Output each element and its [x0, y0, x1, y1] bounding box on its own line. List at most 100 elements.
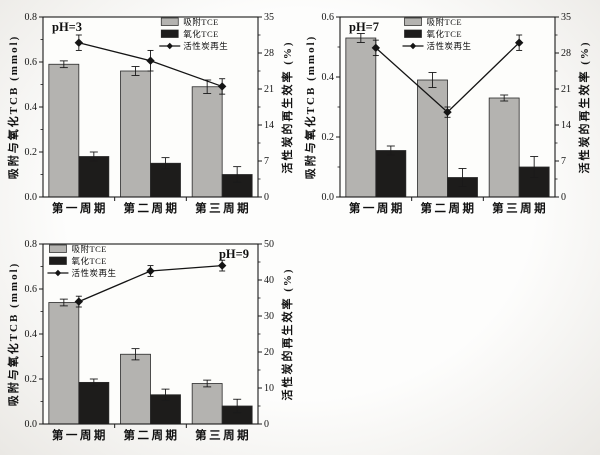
bar	[120, 70, 151, 198]
legend-item-label: 氧化TCE	[183, 29, 219, 39]
right-axis: 0 7 14 21 28 35 活性炭的再生效率 (%)	[555, 12, 591, 203]
legend-swatch	[49, 244, 67, 253]
legend-swatch	[404, 29, 422, 38]
left-tick-label: 0.4	[25, 102, 38, 113]
bar	[48, 302, 80, 425]
right-tick-label: 20	[264, 347, 274, 358]
bar	[78, 381, 110, 425]
x-category-label: 第二周期	[124, 201, 180, 215]
right-tick-label: 7	[264, 156, 269, 167]
right-tick-label: 0	[264, 192, 269, 203]
right-tick-label: 28	[264, 48, 274, 59]
legend-item-label: 吸附TCE	[427, 17, 463, 27]
legend-item-label: 活性炭再生	[427, 41, 472, 51]
right-tick-label: 50	[264, 239, 274, 250]
bar	[120, 353, 151, 425]
legend-item-label: 氧化TCE	[427, 29, 463, 39]
bar	[375, 150, 407, 198]
x-axis: 第一周期 第二周期 第三周期	[52, 424, 251, 442]
legend-item-label: 活性炭再生	[71, 268, 116, 278]
legend-item-label: 活性炭再生	[183, 41, 228, 51]
legend-swatch	[160, 17, 179, 26]
legend: 吸附TCE 氧化TCE 活性炭再生	[159, 17, 228, 51]
diamond-marker	[217, 261, 227, 270]
left-tick-label: 0.0	[322, 192, 335, 203]
left-axis-title: 吸附与氧化TCB (mmol)	[6, 35, 20, 180]
adsorbed-tce-bars	[48, 298, 223, 425]
legend-item-label: 吸附TCE	[183, 17, 219, 27]
legend-diamond-marker	[54, 269, 62, 277]
right-tick-label: 0	[264, 419, 269, 430]
ph-title: pH=3	[52, 20, 82, 34]
legend-swatch	[404, 17, 422, 26]
left-tick-label: 0.0	[25, 192, 38, 203]
oxidized-tce-bars	[78, 151, 253, 198]
legend-item-label: 氧化TCE	[71, 256, 107, 266]
x-category-label: 第一周期	[349, 201, 405, 215]
diamond-marker	[217, 82, 227, 91]
right-tick-label: 10	[264, 383, 274, 394]
x-category-label: 第二周期	[124, 428, 180, 442]
right-tick-label: 21	[561, 84, 571, 95]
x-category-label: 第三周期	[492, 201, 548, 215]
right-tick-label: 30	[264, 311, 274, 322]
chart-ph7-svg: 0.0 0.2 0.4 0.6 吸附与氧化TCB (mmol) 0 7 14 21 28 35 活性炭…	[303, 12, 591, 215]
left-axis-title: 吸附与氧化TCB (mmol)	[6, 262, 20, 407]
left-tick-label: 0.6	[25, 57, 38, 68]
diamond-marker	[443, 107, 452, 117]
x-axis: 第一周期 第二周期 第三周期	[52, 197, 249, 215]
bar	[488, 97, 520, 198]
diamond-marker	[146, 56, 155, 65]
bar	[191, 86, 223, 198]
right-tick-label: 14	[561, 120, 571, 131]
chart-ph3: 0.0 0.2 0.4 0.6 0.8 吸附与氧化TCB (mmol) 0 7 14 21 28 35…	[6, 1, 298, 227]
right-axis-title: 活性炭的再生效率 (%)	[577, 40, 591, 173]
chart-ph9-svg: 0.0 0.2 0.4 0.6 0.8 吸附与氧化TCB (mmol) 0 10 20 30 40 5…	[6, 239, 294, 442]
right-tick-label: 35	[561, 12, 571, 23]
bar	[48, 63, 80, 198]
legend-diamond-marker	[409, 42, 417, 50]
adsorbed-tce-bars	[345, 33, 520, 198]
x-axis: 第一周期 第二周期 第三周期	[349, 197, 548, 215]
bar	[191, 383, 223, 425]
diamond-marker	[74, 38, 84, 47]
right-tick-label: 28	[561, 48, 571, 59]
legend: 吸附TCE 氧化TCE 活性炭再生	[47, 244, 116, 278]
chart-ph3-svg: 0.0 0.2 0.4 0.6 0.8 吸附与氧化TCB (mmol) 0 7 14 21 28 35…	[6, 12, 294, 215]
left-axis-title: 吸附与氧化TCB (mmol)	[303, 35, 317, 180]
left-tick-label: 0.0	[25, 419, 38, 430]
chart-ph7: 0.0 0.2 0.4 0.6 吸附与氧化TCB (mmol) 0 7 14 21 28 35 活性炭…	[303, 1, 595, 227]
diamond-marker	[146, 266, 155, 276]
left-tick-label: 0.4	[322, 72, 335, 83]
x-category-label: 第二周期	[421, 201, 477, 215]
left-tick-label: 0.2	[322, 132, 335, 143]
left-tick-label: 0.2	[25, 374, 38, 385]
right-tick-label: 21	[264, 84, 274, 95]
right-tick-label: 40	[264, 275, 274, 286]
regeneration-line	[74, 34, 227, 95]
oxidized-tce-bars	[78, 378, 253, 425]
right-axis: 0 7 14 21 28 35 活性炭的再生效率 (%)	[258, 12, 294, 203]
left-axis: 0.0 0.2 0.4 0.6 吸附与氧化TCB (mmol)	[303, 12, 340, 203]
left-tick-label: 0.4	[25, 329, 38, 340]
right-tick-label: 14	[264, 120, 274, 131]
left-axis: 0.0 0.2 0.4 0.6 0.8 吸附与氧化TCB (mmol)	[6, 239, 43, 430]
right-axis-title: 活性炭的再生效率 (%)	[280, 40, 294, 173]
x-category-label: 第三周期	[195, 428, 251, 442]
adsorbed-tce-bars	[48, 60, 223, 198]
legend-diamond-marker	[166, 42, 173, 50]
chart-ph9: 0.0 0.2 0.4 0.6 0.8 吸附与氧化TCB (mmol) 0 10 20 30 40 5…	[6, 228, 298, 454]
legend-swatch	[49, 256, 67, 265]
diamond-marker	[371, 43, 381, 53]
ph-title: pH=9	[219, 247, 249, 261]
legend: 吸附TCE 氧化TCE 活性炭再生	[402, 17, 472, 51]
left-axis: 0.0 0.2 0.4 0.6 0.8 吸附与氧化TCB (mmol)	[6, 12, 43, 203]
right-axis: 0 10 20 30 40 50 活性炭的再生效率 (%)	[258, 239, 294, 430]
bar	[417, 79, 448, 198]
right-axis-title: 活性炭的再生效率 (%)	[280, 267, 294, 400]
oxidized-tce-bars	[375, 145, 550, 198]
ph-title: pH=7	[349, 20, 379, 34]
legend-item-label: 吸附TCE	[71, 244, 107, 254]
left-tick-label: 0.8	[25, 12, 38, 23]
